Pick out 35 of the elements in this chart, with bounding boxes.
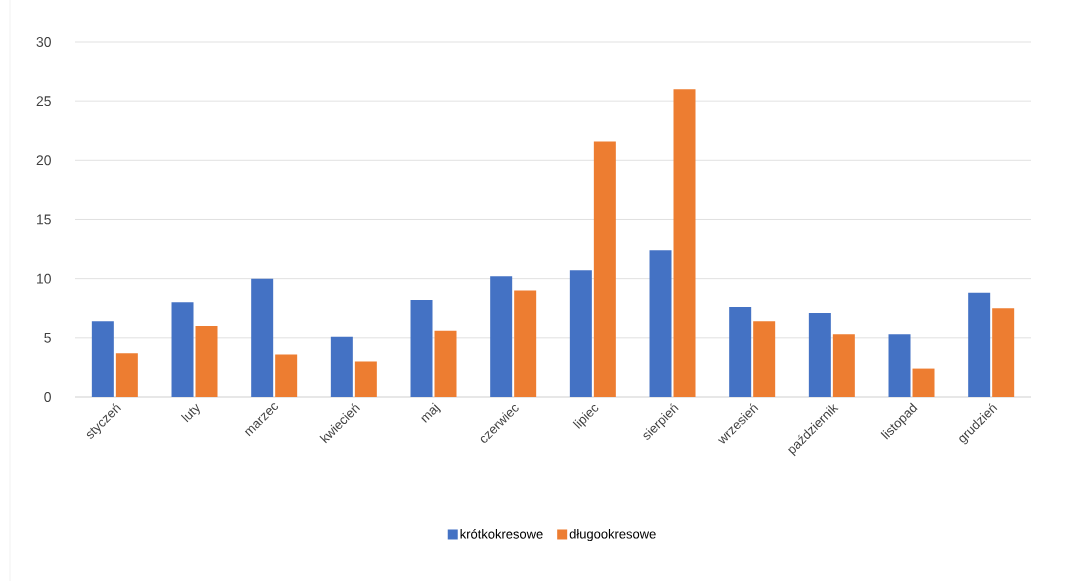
- bar: [888, 334, 911, 397]
- bar: [195, 325, 218, 397]
- bar: [673, 89, 696, 397]
- bar: [808, 312, 831, 397]
- y-tick-label: 25: [36, 96, 51, 107]
- legend-label: długookresowe: [569, 529, 656, 542]
- bar: [569, 270, 592, 397]
- bar: [968, 292, 991, 397]
- y-tick-label: 30: [36, 37, 51, 47]
- bar: [434, 330, 457, 397]
- bar: [514, 290, 537, 397]
- bar: [251, 278, 274, 397]
- legend-label: krótkokresowe: [460, 528, 543, 539]
- bar: [410, 299, 433, 397]
- bar: [593, 141, 616, 397]
- y-tick-label: 0: [44, 392, 51, 402]
- bar: [649, 250, 672, 397]
- bar: [171, 302, 194, 397]
- bar: [753, 321, 776, 397]
- x-tick-label: maj: [421, 402, 441, 423]
- bar: [354, 361, 377, 397]
- y-tick-label: 10: [37, 273, 51, 284]
- y-tick-label: 15: [37, 214, 51, 225]
- bar: [91, 321, 114, 397]
- bar: [490, 276, 513, 397]
- bar: [832, 334, 855, 397]
- bar: [992, 308, 1015, 397]
- bar: [275, 354, 298, 397]
- bar: [330, 336, 353, 397]
- y-tick-label: 20: [36, 155, 51, 166]
- bar: [115, 353, 138, 397]
- bar: [729, 307, 752, 397]
- y-tick-label: 5: [44, 332, 51, 343]
- x-tick-label: luty: [180, 403, 200, 423]
- bar: [912, 368, 935, 397]
